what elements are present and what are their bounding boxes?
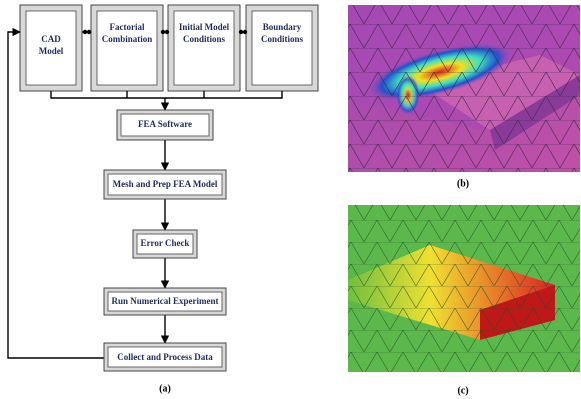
step-box: Error Check (133, 230, 197, 258)
figure: CAD Model Factorial Combination Initial … (0, 0, 581, 399)
node-label: Run Numerical Experiment (112, 296, 219, 306)
step-box: FEA Software (117, 110, 213, 140)
node-label: CAD (41, 34, 61, 44)
step-box: Run Numerical Experiment (104, 288, 226, 315)
node-label: Model (39, 46, 64, 56)
node-label: Combination (102, 34, 153, 44)
flowchart: CAD Model Factorial Combination Initial … (8, 5, 318, 394)
node-label: Boundary (263, 22, 302, 32)
step-box: Mesh and Prep FEA Model (104, 170, 226, 199)
input-box: Initial Model Conditions (168, 5, 240, 91)
node-label: Error Check (141, 238, 190, 248)
caption: (b) (457, 178, 469, 189)
node-label: Conditions (183, 34, 226, 44)
node-label: Initial Model (179, 22, 230, 32)
fea-image-b: (b) (348, 5, 580, 189)
node-label: FEA Software (138, 119, 192, 129)
step-box: Collect and Process Data (104, 343, 226, 371)
caption: (a) (159, 383, 171, 394)
node-label: Mesh and Prep FEA Model (113, 179, 218, 189)
input-box: Factorial Combination (91, 5, 163, 91)
input-box: Boundary Conditions (246, 5, 318, 91)
caption: (c) (457, 385, 468, 396)
node-label: Collect and Process Data (117, 352, 213, 362)
input-box: CAD Model (20, 5, 82, 91)
node-label: Factorial (110, 22, 145, 32)
node-label: Conditions (261, 34, 304, 44)
fea-image-c: (c) (348, 205, 580, 396)
